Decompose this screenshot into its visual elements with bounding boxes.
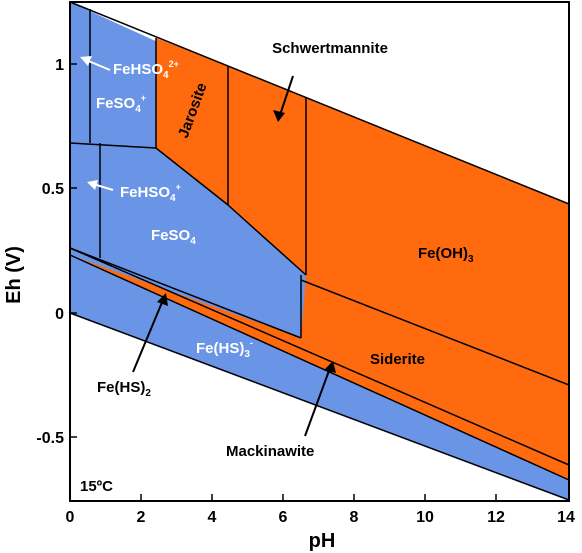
label-feso4: FeSO4 [151, 227, 196, 247]
x-tick-0: 0 [66, 509, 75, 526]
lower-water-line [69, 312, 570, 501]
x-axis-label: pH [309, 530, 336, 552]
x-tick-14: 14 [557, 509, 575, 526]
x-tick-4: 4 [208, 509, 217, 526]
x-tick-6: 6 [279, 509, 288, 526]
x-tick-10: 10 [416, 509, 434, 526]
annotation-arrows [80, 56, 336, 437]
y-axis-label: Eh (V) [3, 246, 25, 304]
y-tick-0-5: 0.5 [42, 181, 64, 198]
feoh3-region [301, 98, 569, 465]
label-mackinawite: Mackinawite [226, 443, 314, 460]
y-tick-1: 1 [55, 57, 64, 74]
y-tick-neg-0-5: -0.5 [36, 430, 64, 447]
label-fehs2: Fe(HS)2 [97, 379, 151, 399]
upper-water-line [69, 1, 570, 205]
label-fehs3: Fe(HS)3- [196, 338, 253, 360]
stability-boundaries [69, 1, 570, 501]
temperature-label: 15ºC [80, 478, 113, 495]
x-tick-12: 12 [487, 509, 505, 526]
jarosite-region [156, 38, 228, 205]
label-schwertmannite: Schwertmannite [272, 40, 388, 57]
plot-frame [69, 1, 570, 502]
label-feoh3: Fe(OH)3 [418, 245, 474, 265]
label-fehso4-2plus: FeHSO42+ [113, 59, 179, 81]
x-tick-8: 8 [350, 509, 359, 526]
label-siderite: Siderite [370, 351, 425, 368]
y-tick-0: 0 [55, 306, 64, 323]
label-fehso4-plus: FeHSO4+ [120, 182, 181, 204]
x-tick-2: 2 [137, 509, 146, 526]
label-feso4-plus: FeSO4+ [96, 93, 146, 115]
jarosite-region-2 [228, 66, 306, 275]
axis-ticks [69, 63, 570, 501]
